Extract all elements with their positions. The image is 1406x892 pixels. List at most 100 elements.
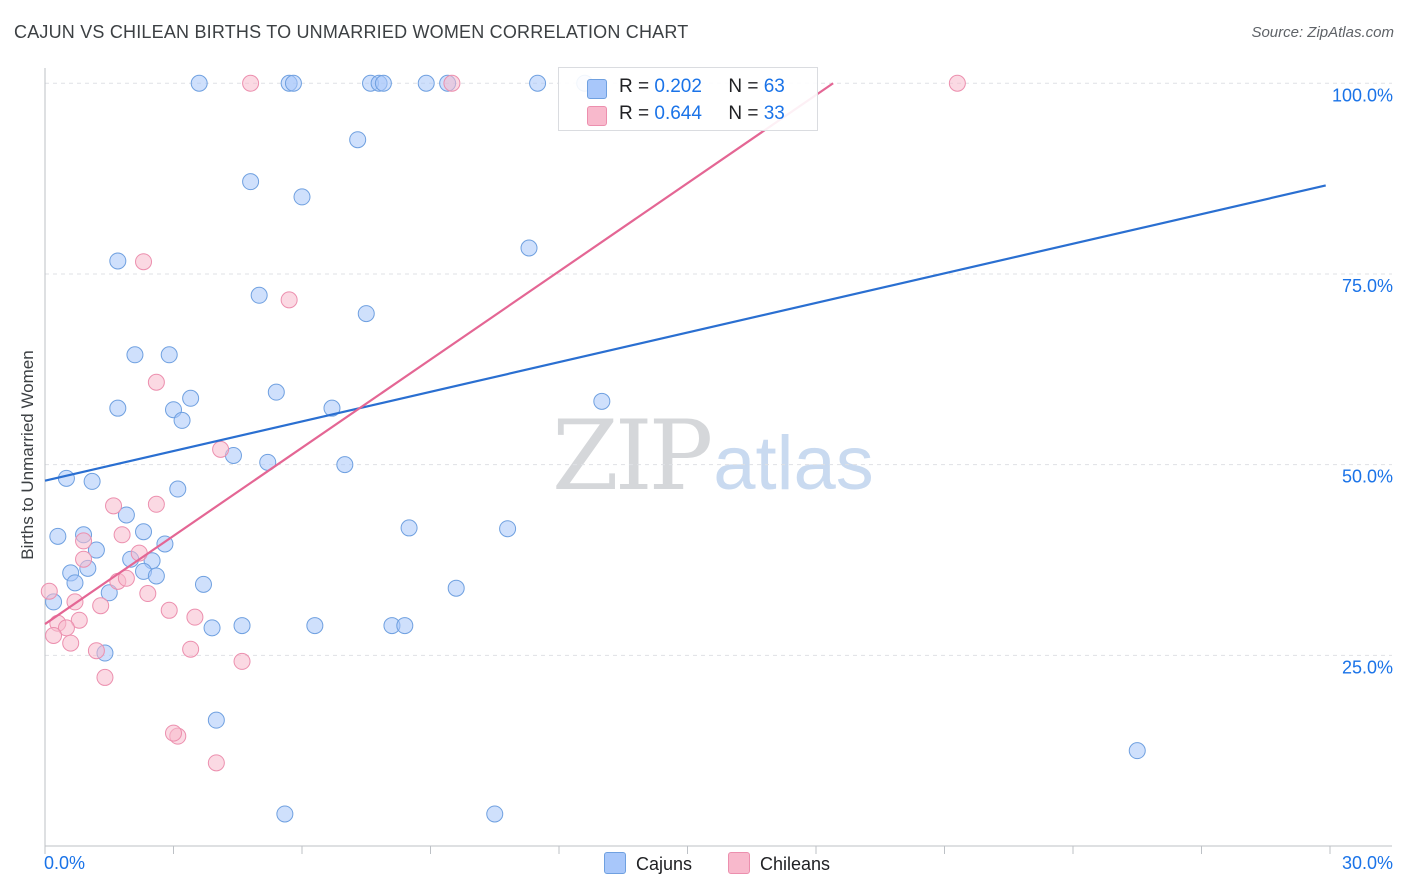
cajun-point — [336, 456, 354, 474]
chilean-point — [92, 597, 110, 615]
cajun-point — [233, 617, 251, 635]
y-tick-label: 50.0% — [1342, 467, 1393, 487]
chilean-point — [182, 640, 200, 658]
chilean-point — [212, 440, 230, 458]
cajun-point — [194, 575, 212, 593]
cajun-point — [1128, 742, 1146, 760]
cajun-point — [499, 520, 517, 538]
y-tick-label: 75.0% — [1342, 276, 1393, 296]
chilean-point — [70, 611, 88, 629]
cajun-point — [49, 527, 67, 545]
x-tick-label: 0.0% — [44, 853, 85, 873]
legend-n-value: 63 — [763, 76, 785, 97]
chilean-point — [135, 253, 153, 271]
cajun-point — [126, 346, 144, 364]
cajuns-swatch — [604, 852, 626, 874]
cajun-point — [529, 74, 547, 92]
cajun-point — [182, 389, 200, 407]
x-tick-label: 30.0% — [1342, 853, 1393, 873]
cajun-point — [306, 617, 324, 635]
chilean-point — [75, 532, 93, 550]
legend-r-value: 0.644 — [654, 103, 702, 124]
cajun-point — [323, 399, 341, 417]
cajun-point — [447, 579, 465, 597]
chilean-point — [280, 291, 298, 309]
source-label: Source: ZipAtlas.com — [1251, 24, 1394, 41]
chilean-point — [117, 569, 135, 587]
y-tick-label: 100.0% — [1332, 85, 1393, 105]
chilean-point — [147, 495, 165, 513]
cajun-trend-line — [44, 184, 1326, 482]
y-tick-label: 25.0% — [1342, 657, 1393, 677]
cajun-point — [400, 519, 418, 537]
cajun-point — [83, 472, 101, 490]
chileans-label: Chileans — [760, 854, 831, 874]
chilean-point — [96, 668, 114, 686]
chilean-point — [443, 74, 461, 92]
legend-n-label: N = — [728, 103, 759, 124]
chilean-trend-line — [44, 82, 834, 625]
chilean-point — [233, 652, 251, 670]
chilean-point — [87, 642, 105, 660]
chileans-swatch — [728, 852, 750, 874]
bottom-legend-chileans: Chileans — [728, 852, 830, 875]
cajun-point — [250, 286, 268, 304]
cajun-point — [160, 346, 178, 364]
chileans-swatch — [587, 106, 607, 126]
cajun-point — [109, 399, 127, 417]
legend-r-value: 0.202 — [654, 76, 702, 97]
cajun-point — [169, 480, 187, 498]
cajun-point — [349, 131, 367, 149]
legend-r-label: R = — [619, 103, 650, 124]
cajun-point — [374, 74, 392, 92]
chilean-point — [40, 582, 58, 600]
correlation-legend: R = 0.202 N = 63 R = 0.644 N = 33 — [558, 67, 818, 131]
cajun-point — [486, 805, 504, 823]
cajuns-swatch — [587, 79, 607, 99]
legend-n-value: 33 — [763, 103, 785, 124]
cajun-point — [267, 383, 285, 401]
cajun-point — [87, 541, 105, 559]
cajun-point — [593, 392, 611, 410]
bottom-legend-cajuns: Cajuns — [604, 852, 692, 875]
cajun-point — [190, 74, 208, 92]
cajun-point — [284, 74, 302, 92]
chart-title: CAJUN VS CHILEAN BIRTHS TO UNMARRIED WOM… — [14, 22, 689, 42]
chilean-point — [62, 634, 80, 652]
cajun-point — [520, 239, 538, 257]
chilean-point — [147, 373, 165, 391]
chilean-point — [75, 550, 93, 568]
cajun-point — [276, 805, 294, 823]
chilean-point — [948, 74, 966, 92]
cajun-point — [417, 74, 435, 92]
cajun-point — [100, 584, 118, 602]
cajun-point — [203, 619, 221, 637]
watermark-atlas: atlas — [713, 421, 874, 506]
cajun-point — [66, 574, 84, 592]
chilean-point — [186, 608, 204, 626]
watermark-zip: ZIP — [552, 400, 713, 512]
cajun-point — [396, 617, 414, 635]
chilean-point — [139, 585, 157, 603]
cajun-point — [57, 469, 75, 487]
y-axis-label: Births to Unmarried Women — [18, 350, 37, 560]
cajun-point — [147, 567, 165, 585]
cajun-point — [357, 305, 375, 323]
watermark: ZIPatlas — [552, 400, 874, 512]
cajun-point — [207, 711, 225, 729]
cajun-point — [109, 252, 127, 270]
chilean-point — [160, 601, 178, 619]
chilean-point — [113, 526, 131, 544]
chilean-point — [45, 626, 63, 644]
cajun-point — [117, 506, 135, 524]
cajuns-label: Cajuns — [636, 854, 693, 874]
chilean-point — [242, 74, 260, 92]
chilean-point — [165, 724, 182, 742]
cajun-point — [135, 523, 153, 541]
chilean-point — [207, 754, 225, 772]
legend-n-label: N = — [728, 76, 759, 97]
cajun-point — [293, 188, 311, 206]
legend-r-label: R = — [619, 76, 650, 97]
cajun-point — [173, 411, 191, 429]
